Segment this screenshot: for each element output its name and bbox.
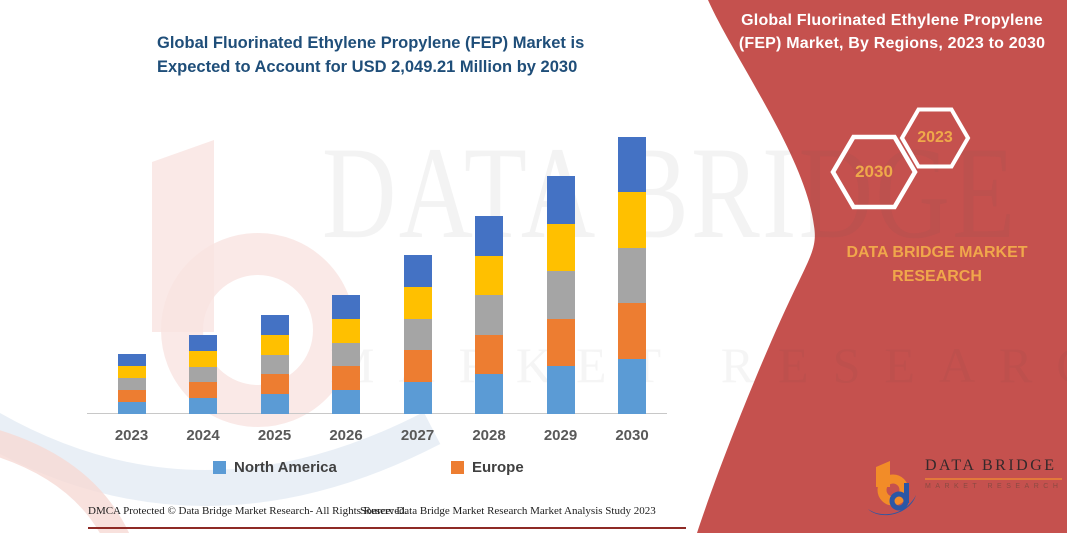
bar-segment-unlabeled-region-darkblue-2024 <box>189 335 217 351</box>
bar-segment-north-america-2029 <box>546 366 575 414</box>
bar-segment-unlabeled-region-darkblue-2027 <box>403 255 432 287</box>
chart-title-line1: Global Fluorinated Ethylene Propylene (F… <box>157 34 585 52</box>
bar-2027 <box>403 255 432 414</box>
bar-segment-unlabeled-region-darkblue-2028 <box>475 215 503 256</box>
bar-segment-unlabeled-region-darkblue-2030 <box>618 137 646 193</box>
bar-segment-unlabeled-region-yellow-2023 <box>117 366 146 378</box>
bar-segment-unlabeled-region-darkblue-2023 <box>117 354 146 366</box>
bar-segment-north-america-2028 <box>475 374 503 414</box>
legend-item-europe: Europe <box>451 459 524 476</box>
bar-segment-europe-2025 <box>260 374 289 395</box>
x-axis-label-2024: 2024 <box>186 427 220 444</box>
chart-title: Global Fluorinated Ethylene Propylene (F… <box>157 31 617 79</box>
bar-segment-north-america-2027 <box>403 382 432 414</box>
source-note: Source: Data Bridge Market Research Mark… <box>360 505 656 517</box>
logo-text-block: DATA BRIDGE MARKET RESEARCH <box>925 457 1063 490</box>
banner-title-line2: (FEP) Market, By Regions, 2023 to 2030 <box>738 35 1046 52</box>
logo-name: DATA BRIDGE <box>925 457 1063 480</box>
banner-brand-text: DATA BRIDGE MARKET RESEARCH <box>828 241 1046 289</box>
x-axis-label-2030: 2030 <box>615 427 649 444</box>
bar-segment-north-america-2023 <box>117 402 146 414</box>
chart-title-line2: Expected to Account for USD 2,049.21 Mil… <box>157 58 578 76</box>
banner-title-line1: Global Fluorinated Ethylene Propylene <box>741 12 1043 29</box>
bar-segment-north-america-2030 <box>618 358 646 414</box>
bar-segment-unlabeled-region-gray-2024 <box>189 366 217 383</box>
x-axis-label-2026: 2026 <box>329 427 363 444</box>
bar-2023 <box>117 354 146 414</box>
data-bridge-logo: DATA BRIDGE MARKET RESEARCH <box>866 457 1063 517</box>
logo-subtext: MARKET RESEARCH <box>925 483 1063 490</box>
bottom-divider-line <box>88 527 686 529</box>
watermark-pink-arc <box>0 430 130 533</box>
bar-segment-unlabeled-region-yellow-2029 <box>546 223 575 272</box>
bar-segment-europe-2023 <box>117 390 146 402</box>
x-axis-line <box>87 413 667 414</box>
legend-swatch-europe <box>451 461 464 474</box>
bar-segment-unlabeled-region-darkblue-2029 <box>546 176 575 224</box>
bar-segment-unlabeled-region-yellow-2027 <box>403 286 432 319</box>
hexagon-2030-label: 2030 <box>855 162 893 181</box>
bar-segment-europe-2026 <box>332 366 360 391</box>
bar-segment-unlabeled-region-gray-2025 <box>260 354 289 375</box>
bar-segment-unlabeled-region-yellow-2030 <box>618 192 646 248</box>
hexagon-2023-icon <box>899 107 971 169</box>
bar-segment-unlabeled-region-yellow-2026 <box>332 318 360 343</box>
bar-2026 <box>332 295 360 414</box>
x-axis-label-2028: 2028 <box>472 427 506 444</box>
hexagon-2023-label: 2023 <box>917 129 953 146</box>
data-bridge-logo-icon <box>868 461 916 516</box>
bar-segment-north-america-2026 <box>332 390 360 414</box>
bar-2025 <box>260 315 289 414</box>
legend-label-europe: Europe <box>472 459 524 476</box>
bar-segment-north-america-2024 <box>189 398 217 414</box>
dmca-notice: DMCA Protected © Data Bridge Market Rese… <box>88 505 408 517</box>
bar-segment-north-america-2025 <box>260 394 289 414</box>
x-axis-label-2029: 2029 <box>543 427 578 444</box>
bar-segment-unlabeled-region-darkblue-2026 <box>332 295 360 319</box>
banner-brand-line1: DATA BRIDGE MARKET <box>846 244 1028 261</box>
hexagon-2030-icon <box>830 134 918 210</box>
watermark-text-line2: MARKET RESEARCH <box>330 337 1067 393</box>
bar-segment-europe-2027 <box>403 350 432 383</box>
bar-segment-unlabeled-region-gray-2029 <box>546 271 575 319</box>
banner-title: Global Fluorinated Ethylene Propylene (F… <box>718 9 1066 55</box>
bar-segment-unlabeled-region-yellow-2025 <box>260 334 289 355</box>
bar-segment-europe-2029 <box>546 318 575 367</box>
bar-2029 <box>546 176 575 414</box>
bar-segment-unlabeled-region-gray-2030 <box>618 247 646 304</box>
x-axis-label-2025: 2025 <box>257 427 292 444</box>
bar-segment-unlabeled-region-darkblue-2025 <box>260 315 289 335</box>
bar-segment-unlabeled-region-gray-2023 <box>117 378 146 390</box>
bar-segment-unlabeled-region-yellow-2028 <box>475 255 503 296</box>
bar-segment-europe-2030 <box>618 303 646 359</box>
bar-segment-unlabeled-region-gray-2028 <box>475 295 503 335</box>
bar-segment-europe-2028 <box>475 334 503 375</box>
banner-brand-line2: RESEARCH <box>892 268 982 285</box>
bar-segment-unlabeled-region-yellow-2024 <box>189 350 217 367</box>
bar-segment-unlabeled-region-gray-2027 <box>403 318 432 351</box>
bar-2028 <box>475 215 503 414</box>
x-axis-label-2023: 2023 <box>114 427 149 444</box>
legend-item-north-america: North America <box>213 459 337 476</box>
bar-segment-unlabeled-region-gray-2026 <box>332 342 360 367</box>
banner-red-shape <box>697 0 1067 533</box>
legend-swatch-north-america <box>213 461 226 474</box>
x-axis-label-2027: 2027 <box>400 427 435 444</box>
bar-2030 <box>618 137 646 414</box>
bar-segment-europe-2024 <box>189 382 217 399</box>
bar-2024 <box>189 335 217 414</box>
legend-label-north-america: North America <box>234 459 337 476</box>
